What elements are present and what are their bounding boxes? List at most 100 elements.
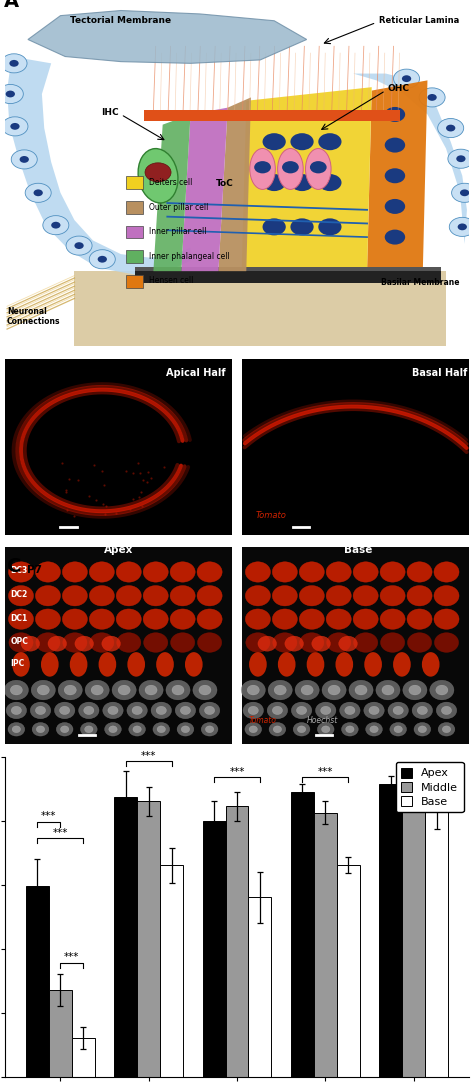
Ellipse shape [278,148,303,189]
Text: ***: *** [41,812,56,821]
Circle shape [407,609,432,630]
Circle shape [312,636,330,651]
Circle shape [0,84,23,104]
Bar [248,897,272,1077]
Circle shape [291,133,314,150]
Circle shape [2,117,28,136]
Text: ***: *** [141,751,156,761]
Bar [5,547,232,743]
Text: IHC: IHC [101,108,118,117]
Circle shape [170,585,195,606]
Text: Deiters cell: Deiters cell [149,179,192,187]
Circle shape [116,585,141,606]
Circle shape [143,585,168,606]
Text: B: B [7,362,22,382]
Circle shape [364,702,384,718]
Text: ***: *** [53,828,68,837]
Bar [126,201,143,214]
Circle shape [380,585,405,606]
Circle shape [282,161,299,173]
Circle shape [295,681,319,700]
Circle shape [417,707,428,714]
Circle shape [61,726,69,733]
Circle shape [181,726,190,733]
Text: OPC: OPC [10,637,28,646]
Circle shape [322,681,346,700]
Circle shape [419,88,445,107]
Bar [402,777,425,1077]
Text: Basal Half: Basal Half [411,368,467,379]
Circle shape [25,183,51,202]
Text: ***: *** [229,767,245,777]
Circle shape [446,124,456,132]
Circle shape [30,702,51,718]
Circle shape [380,562,405,582]
Polygon shape [28,11,307,64]
Circle shape [245,723,262,736]
Ellipse shape [250,148,275,189]
Circle shape [89,609,114,630]
Circle shape [328,685,340,695]
Circle shape [267,702,288,718]
Circle shape [200,702,220,718]
Bar [242,359,469,535]
Circle shape [36,726,45,733]
Circle shape [345,707,355,714]
Circle shape [143,562,168,582]
Circle shape [326,562,351,582]
Text: IPC: IPC [10,659,25,669]
Circle shape [89,562,114,582]
Ellipse shape [156,652,174,676]
Circle shape [63,562,87,582]
Circle shape [318,219,341,236]
Circle shape [9,633,33,652]
Circle shape [246,585,271,606]
Circle shape [428,94,437,101]
Circle shape [172,685,184,695]
Bar [49,990,72,1077]
Circle shape [145,685,157,695]
Circle shape [118,685,130,695]
Polygon shape [74,272,446,346]
Text: ***: *** [318,767,333,777]
Circle shape [385,229,405,245]
Circle shape [273,633,297,652]
Circle shape [321,726,330,733]
Circle shape [11,707,21,714]
Circle shape [353,562,378,582]
Text: Inner phalangeal cell: Inner phalangeal cell [149,252,229,261]
Circle shape [355,685,367,695]
Text: Tectorial Membrane: Tectorial Membrane [70,16,172,25]
Circle shape [291,219,314,236]
Circle shape [448,149,474,169]
Ellipse shape [41,652,59,676]
Circle shape [132,707,142,714]
Polygon shape [367,80,428,272]
Circle shape [103,702,123,718]
Circle shape [393,707,403,714]
Circle shape [442,726,451,733]
Circle shape [143,609,168,630]
Circle shape [166,681,190,700]
Bar [202,820,226,1077]
Circle shape [201,723,218,736]
Bar [114,796,137,1077]
Text: ***: *** [64,952,80,962]
Circle shape [353,609,378,630]
Circle shape [246,633,270,652]
Ellipse shape [365,652,382,676]
Circle shape [117,633,141,652]
Circle shape [247,685,259,695]
Circle shape [177,723,194,736]
Circle shape [293,723,310,736]
Bar [126,250,143,263]
Bar [160,866,183,1077]
Bar [425,809,448,1077]
Circle shape [9,609,34,630]
Circle shape [4,681,28,700]
Text: Basilar Membrane: Basilar Membrane [382,278,460,287]
Bar [26,886,49,1077]
Circle shape [11,150,37,169]
Bar [137,802,160,1077]
Circle shape [102,636,120,651]
